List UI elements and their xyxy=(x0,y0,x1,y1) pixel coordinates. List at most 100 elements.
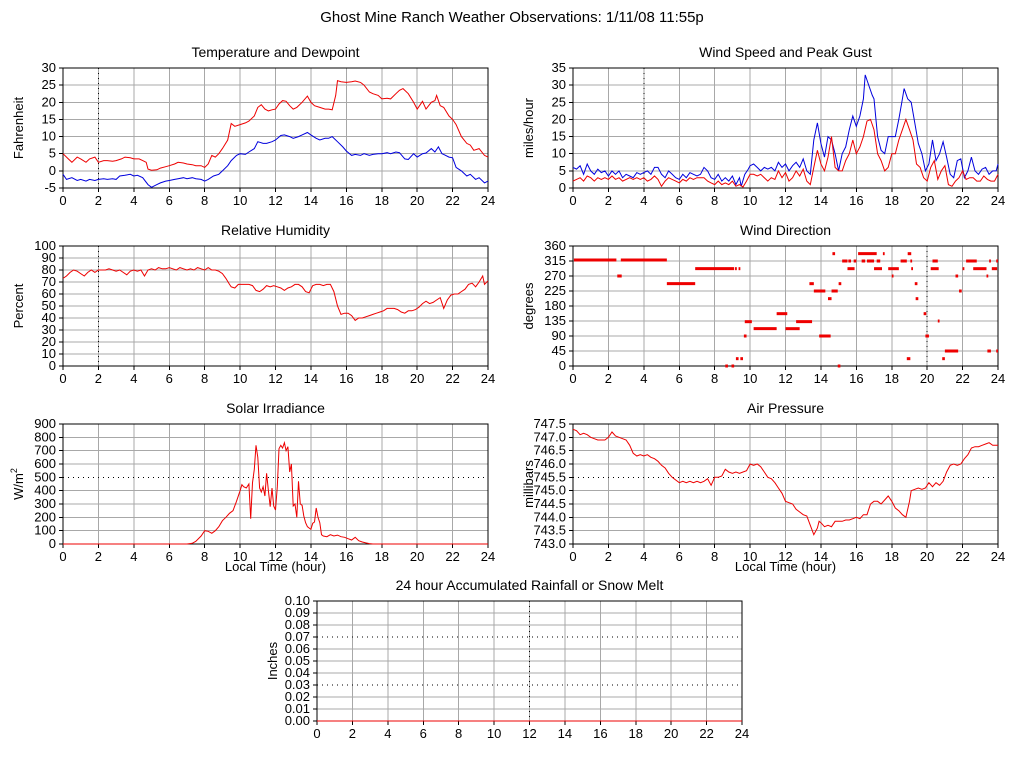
svg-text:900: 900 xyxy=(34,416,56,431)
svg-text:2: 2 xyxy=(95,193,102,208)
svg-text:16: 16 xyxy=(849,193,863,208)
svg-text:4: 4 xyxy=(130,371,137,386)
svg-text:millibars: millibars xyxy=(521,460,536,508)
svg-text:12: 12 xyxy=(778,193,792,208)
svg-text:Local Time (hour): Local Time (hour) xyxy=(225,559,326,574)
svg-text:18: 18 xyxy=(885,371,899,386)
svg-text:8: 8 xyxy=(201,193,208,208)
svg-text:Wind Direction: Wind Direction xyxy=(740,222,831,238)
svg-text:8: 8 xyxy=(711,549,718,564)
svg-text:747.0: 747.0 xyxy=(533,429,566,444)
svg-text:746.5: 746.5 xyxy=(533,443,566,458)
wind-direction-plot: 0 2 4 6 8 10 12 14 16 18 20 22 240459013518022527031… xyxy=(521,222,1005,386)
svg-text:0.04: 0.04 xyxy=(285,665,310,680)
svg-text:18: 18 xyxy=(375,193,389,208)
svg-text:18: 18 xyxy=(375,371,389,386)
svg-text:16: 16 xyxy=(339,193,353,208)
svg-text:24: 24 xyxy=(991,193,1005,208)
svg-text:0: 0 xyxy=(559,358,566,373)
svg-text:10: 10 xyxy=(487,726,501,741)
svg-text:8: 8 xyxy=(201,371,208,386)
svg-text:743.0: 743.0 xyxy=(533,536,566,551)
svg-text:800: 800 xyxy=(34,429,56,444)
svg-text:24 hour Accumulated Rainfall o: 24 hour Accumulated Rainfall or Snow Mel… xyxy=(396,577,664,593)
svg-text:746.0: 746.0 xyxy=(533,456,566,471)
svg-text:20: 20 xyxy=(552,111,566,126)
chart-air-pressure: 0 2 4 6 8 10 12 14 16 18 20 22 24 743.0 743.5 744.0 744.… xyxy=(518,396,1018,574)
svg-text:20: 20 xyxy=(920,193,934,208)
svg-text:24: 24 xyxy=(481,193,495,208)
svg-text:0.01: 0.01 xyxy=(285,701,310,716)
svg-text:20: 20 xyxy=(410,549,424,564)
svg-text:15: 15 xyxy=(42,111,56,126)
svg-text:20: 20 xyxy=(920,371,934,386)
svg-text:0.00: 0.00 xyxy=(285,713,310,728)
svg-text:22: 22 xyxy=(445,371,459,386)
svg-text:5: 5 xyxy=(559,163,566,178)
svg-text:18: 18 xyxy=(885,549,899,564)
svg-text:745.5: 745.5 xyxy=(533,469,566,484)
svg-text:500: 500 xyxy=(34,469,56,484)
svg-text:8: 8 xyxy=(455,726,462,741)
temperature-dewpoint-plot: 0 2 4 6 8 10 12 14 16 18 20 22 24-5051015202530Tempe… xyxy=(11,44,495,208)
svg-text:743.5: 743.5 xyxy=(533,523,566,538)
svg-text:16: 16 xyxy=(593,726,607,741)
svg-text:24: 24 xyxy=(991,371,1005,386)
svg-text:6: 6 xyxy=(676,549,683,564)
rainfall-plot: 0 2 4 6 8 10 12 14 16 18 20 22 240.000.010.020.030.0… xyxy=(265,577,749,741)
svg-text:0: 0 xyxy=(59,371,66,386)
svg-text:8: 8 xyxy=(201,549,208,564)
air-pressure-plot: 0 2 4 6 8 10 12 14 16 18 20 22 24743.0743.5744.0744.… xyxy=(521,400,1005,574)
svg-text:0: 0 xyxy=(559,180,566,195)
svg-text:100: 100 xyxy=(34,238,56,253)
svg-text:2: 2 xyxy=(95,371,102,386)
svg-text:12: 12 xyxy=(778,371,792,386)
svg-text:Solar Irradiance: Solar Irradiance xyxy=(226,400,325,416)
svg-text:Air Pressure: Air Pressure xyxy=(747,400,824,416)
svg-text:12: 12 xyxy=(522,726,536,741)
svg-text:6: 6 xyxy=(420,726,427,741)
svg-text:30: 30 xyxy=(42,60,56,75)
chart-wind-direction: 0 2 4 6 8 10 12 14 16 18 20 22 24 0 45 90 135 180 225 270 31… xyxy=(518,218,1018,396)
svg-text:747.5: 747.5 xyxy=(533,416,566,431)
svg-text:0: 0 xyxy=(569,371,576,386)
svg-text:135: 135 xyxy=(544,313,566,328)
svg-text:0.10: 0.10 xyxy=(285,593,310,608)
svg-text:16: 16 xyxy=(849,549,863,564)
svg-text:Fahrenheit: Fahrenheit xyxy=(11,97,26,160)
relative-humidity-plot: 0 2 4 6 8 10 12 14 16 18 20 22 240102030405060708090… xyxy=(11,222,495,386)
chart-rainfall-snow-melt: 0 2 4 6 8 10 12 14 16 18 20 22 24 0.00 0.01 0.02 0.03 0.0… xyxy=(262,573,762,751)
svg-text:5: 5 xyxy=(49,146,56,161)
svg-text:0: 0 xyxy=(569,193,576,208)
svg-text:90: 90 xyxy=(552,328,566,343)
svg-text:14: 14 xyxy=(814,371,828,386)
svg-text:8: 8 xyxy=(711,193,718,208)
svg-text:70: 70 xyxy=(42,274,56,289)
chart-relative-humidity: 0 2 4 6 8 10 12 14 16 18 20 22 24 0 10 20 30 40 50 60 70 80 90… xyxy=(8,218,508,396)
chart-solar-irradiance: 0 2 4 6 8 10 12 14 16 18 20 22 24 0 100 200 300 400 500 600… xyxy=(8,396,508,574)
svg-text:0: 0 xyxy=(59,549,66,564)
svg-text:22: 22 xyxy=(445,549,459,564)
svg-text:24: 24 xyxy=(481,371,495,386)
svg-text:Inches: Inches xyxy=(265,641,280,680)
svg-text:10: 10 xyxy=(233,193,247,208)
svg-text:16: 16 xyxy=(339,371,353,386)
svg-text:24: 24 xyxy=(481,549,495,564)
svg-text:20: 20 xyxy=(664,726,678,741)
svg-text:30: 30 xyxy=(42,322,56,337)
svg-text:0.08: 0.08 xyxy=(285,617,310,632)
svg-text:100: 100 xyxy=(34,523,56,538)
svg-text:0: 0 xyxy=(49,536,56,551)
svg-text:10: 10 xyxy=(233,549,247,564)
svg-text:22: 22 xyxy=(445,193,459,208)
svg-text:12: 12 xyxy=(268,549,282,564)
svg-text:80: 80 xyxy=(42,262,56,277)
svg-text:0.03: 0.03 xyxy=(285,677,310,692)
svg-text:12: 12 xyxy=(268,193,282,208)
svg-text:10: 10 xyxy=(42,129,56,144)
svg-text:-5: -5 xyxy=(44,180,56,195)
svg-text:4: 4 xyxy=(130,549,137,564)
svg-text:24: 24 xyxy=(991,549,1005,564)
svg-text:4: 4 xyxy=(640,549,647,564)
svg-text:2: 2 xyxy=(605,549,612,564)
